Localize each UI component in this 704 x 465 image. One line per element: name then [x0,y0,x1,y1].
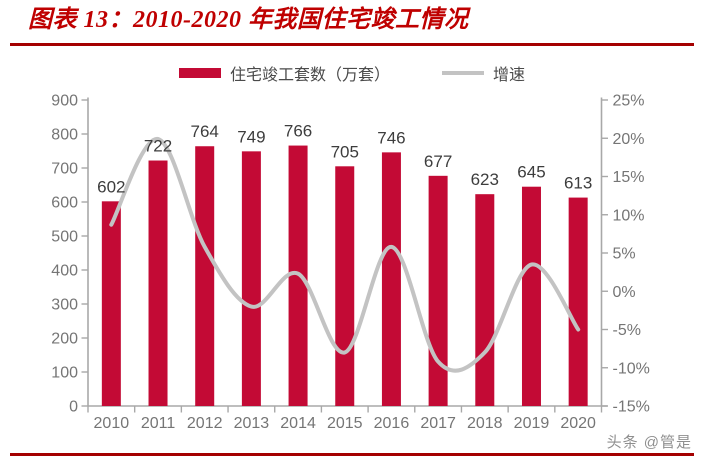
bar-value-label: 722 [144,137,172,156]
bar-value-label: 645 [517,163,545,182]
right-tick-label: 25% [613,93,645,110]
right-axis-labels: -15% -10% -5% 0% 5% 10% 15% 20% 25% [613,93,650,416]
right-tick-label: -10% [613,360,650,377]
legend-item-bars: 住宅竣工套数（万套） [178,61,390,85]
left-axis-ticks [81,99,88,407]
year-label: 2011 [141,415,176,432]
bar-2019 [521,186,541,406]
bars-group [101,145,588,407]
left-axis-labels: 0 100 200 300 400 500 600 700 800 900 [51,93,78,416]
bar-value-label: 623 [471,170,499,189]
bar-2017 [428,175,448,406]
right-axis-ticks [601,99,608,407]
bar-value-label: 764 [191,122,219,141]
left-tick-label: 300 [51,297,78,314]
bar-value-labels: 602 722 764 749 766 705 746 677 623 645 613 [97,122,592,197]
bar-2015 [335,166,355,406]
bar-value-label: 705 [331,142,359,161]
left-tick-label: 700 [51,161,78,178]
bar-2010 [101,201,121,406]
year-label: 2010 [94,415,130,432]
right-tick-label: 5% [613,246,636,263]
left-tick-label: 600 [51,195,78,212]
watermark: 头条 @管是 [606,434,692,451]
title-divider [10,43,694,46]
bar-swatch-icon [178,68,221,78]
right-tick-label: -15% [613,399,650,416]
legend-item-line: 增速 [442,61,525,85]
bar-value-label: 613 [564,174,592,193]
right-tick-label: -5% [613,322,641,339]
left-tick-label: 0 [69,399,78,416]
left-tick-label: 800 [51,127,78,144]
bottom-axis-ticks [87,406,603,413]
left-tick-label: 100 [51,365,78,382]
year-label: 2014 [280,415,316,432]
left-tick-label: 500 [51,229,78,246]
bar-2013 [241,151,261,406]
year-label: 2015 [327,415,363,432]
bar-value-label: 749 [237,127,265,146]
right-tick-label: 10% [613,207,645,224]
bar-value-label: 602 [97,177,125,196]
year-label: 2020 [560,415,596,432]
growth-line [109,137,581,373]
bar-2011 [148,160,168,406]
right-tick-label: 20% [613,131,645,148]
year-label: 2013 [234,415,270,432]
legend-line-label: 增速 [493,67,526,84]
left-tick-label: 900 [51,93,78,110]
legend-bar-label: 住宅竣工套数（万套） [229,67,390,84]
bar-2016 [381,152,401,406]
year-label: 2012 [187,415,223,432]
line-swatch-icon [442,71,484,75]
year-label: 2016 [374,415,410,432]
bar-2020 [568,197,588,406]
bar-value-label: 677 [424,152,452,171]
year-label: 2018 [467,415,503,432]
year-label: 2019 [514,415,550,432]
year-label: 2017 [420,415,456,432]
chart-legend: 住宅竣工套数（万套） 增速 [0,62,704,84]
bar-2018 [475,194,495,406]
figure-title: 图表 13：2010-2020 年我国住宅竣工情况 [28,7,469,33]
bar-value-label: 766 [284,122,312,141]
category-labels: 2010 2011 2012 2013 2014 2015 2016 2017 2018 2019… [94,415,597,432]
right-tick-label: 0% [613,284,636,301]
left-tick-label: 400 [51,263,78,280]
bar-2012 [195,146,215,407]
left-tick-label: 200 [51,331,78,348]
right-tick-label: 15% [613,169,645,186]
bar-value-label: 746 [377,128,405,147]
bottom-divider [10,453,694,456]
